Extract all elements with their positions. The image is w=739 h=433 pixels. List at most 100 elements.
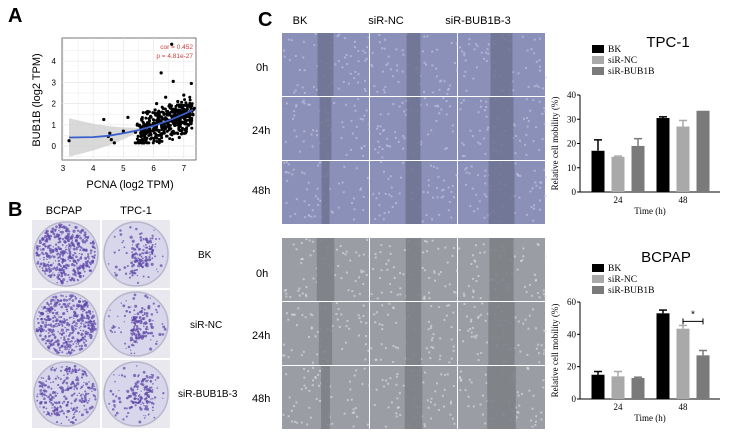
cell-speck: [484, 319, 487, 322]
cell-speck: [447, 87, 450, 90]
cell-speck: [393, 131, 396, 134]
cell-speck: [300, 262, 303, 265]
cell-speck: [388, 245, 391, 248]
colony: [53, 235, 57, 239]
cell-speck: [471, 135, 474, 138]
colony: [152, 302, 155, 305]
colony: [138, 400, 142, 404]
colony: [137, 319, 141, 323]
scatter-point: [136, 140, 141, 144]
cell-speck: [483, 251, 486, 254]
cell-speck: [529, 190, 532, 193]
colony: [55, 311, 59, 315]
scatter-xlabel: PCNA (log2 TPM): [86, 179, 173, 191]
colony: [64, 348, 67, 351]
colony: [79, 275, 83, 279]
cell-speck: [288, 59, 291, 62]
colony: [64, 326, 66, 329]
wound-row-24h-bcpap: 24h: [252, 330, 270, 342]
cell-speck: [364, 343, 367, 346]
colony: [55, 420, 59, 424]
colony: [44, 239, 48, 243]
cell-speck: [343, 412, 346, 415]
colony: [132, 263, 135, 267]
colony: [156, 268, 158, 270]
scatter-point: [139, 125, 144, 129]
colony: [146, 385, 149, 387]
colony: [88, 398, 91, 400]
colony: [87, 399, 90, 402]
colony: [145, 262, 148, 265]
cell-speck: [342, 81, 345, 84]
colony: [75, 247, 78, 251]
colony: [70, 372, 73, 375]
colony: [39, 392, 43, 396]
colony: [134, 272, 137, 275]
cell-speck: [528, 314, 531, 317]
cell-speck: [452, 311, 455, 314]
colony: [39, 258, 41, 260]
cell-speck: [395, 415, 398, 418]
colony: [134, 304, 138, 308]
colony: [130, 343, 134, 347]
cell-speck: [536, 292, 539, 295]
cell-speck: [353, 46, 356, 49]
cell-speck: [464, 168, 467, 171]
colony: [130, 306, 132, 308]
cell-speck: [452, 349, 455, 352]
colony: [161, 323, 164, 325]
cell-speck: [481, 394, 484, 397]
colony: [59, 225, 62, 229]
cell-speck: [303, 200, 306, 203]
cell-speck: [443, 80, 446, 83]
scatter-point: [171, 137, 175, 141]
cell-speck: [535, 184, 538, 187]
cell-speck: [436, 382, 439, 385]
cell-speck: [438, 213, 441, 216]
colony: [136, 245, 139, 249]
colony: [87, 253, 90, 256]
colony: [52, 324, 56, 328]
cell-speck: [311, 361, 314, 364]
cell-speck: [520, 393, 523, 396]
cell-speck: [402, 53, 405, 56]
colony: [61, 238, 65, 241]
colony: [155, 308, 158, 311]
colony: [59, 405, 62, 409]
cell-speck: [459, 370, 462, 373]
cell-speck: [471, 187, 474, 190]
cell-speck: [343, 56, 346, 59]
cell-speck: [346, 63, 349, 66]
cell-speck: [463, 154, 466, 157]
colony: [36, 399, 39, 402]
colony: [134, 404, 137, 407]
cell-speck: [374, 256, 377, 259]
colony: [85, 249, 88, 252]
colony: [133, 259, 137, 263]
colony: [81, 400, 83, 402]
colony: [89, 312, 92, 315]
colony: [60, 328, 64, 332]
cell-speck: [358, 276, 361, 279]
cell-speck: [433, 271, 436, 274]
colony: [64, 304, 68, 309]
cell-speck: [340, 313, 343, 316]
colony: [78, 327, 81, 329]
colony: [72, 304, 75, 307]
cell-speck: [442, 97, 445, 100]
cell-speck: [476, 45, 479, 48]
cell-speck: [316, 331, 319, 334]
colony: [151, 388, 154, 391]
colony: [76, 319, 79, 322]
scatter-point: [180, 105, 184, 109]
cell-speck: [436, 167, 439, 170]
cell-speck: [426, 103, 429, 106]
colony: [68, 343, 71, 347]
cell-speck: [291, 173, 294, 176]
cell-speck: [362, 49, 365, 52]
y-tick-label: 1: [52, 121, 57, 130]
colony: [54, 295, 58, 299]
cell-speck: [517, 344, 520, 347]
cell-speck: [356, 415, 359, 418]
scatter-point: [156, 111, 160, 115]
